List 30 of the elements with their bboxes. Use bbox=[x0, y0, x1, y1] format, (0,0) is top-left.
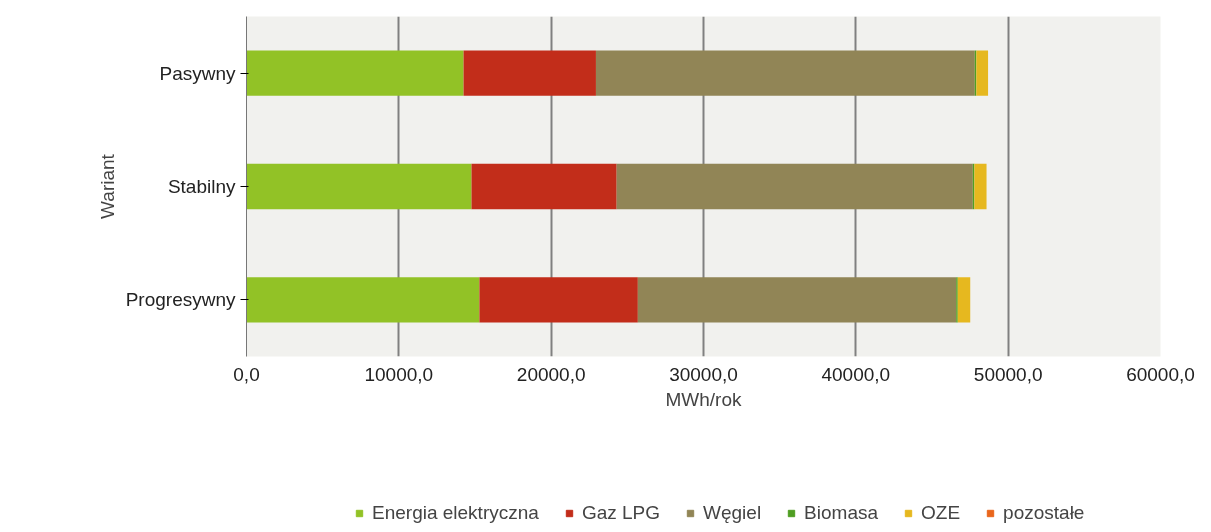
bar bbox=[616, 163, 973, 210]
bar bbox=[957, 277, 971, 323]
bar bbox=[479, 277, 638, 323]
y-tick-label: Stabilny bbox=[167, 176, 236, 197]
bar bbox=[637, 277, 957, 323]
y-tick-label: Progresywny bbox=[125, 289, 236, 311]
x-tick-label: 40000,0 bbox=[821, 363, 891, 385]
bar bbox=[463, 50, 596, 96]
bar bbox=[471, 163, 617, 210]
x-tick-label: 10000,0 bbox=[364, 363, 434, 385]
legend-label: Energia elektryczna bbox=[372, 502, 539, 524]
y-tick-label: Pasywny bbox=[159, 62, 236, 84]
bar bbox=[976, 50, 989, 96]
legend-label: OZE bbox=[921, 502, 961, 524]
legend-label: Węgiel bbox=[703, 502, 762, 524]
y-axis-title: Wariant bbox=[96, 153, 118, 219]
x-tick-label: 20000,0 bbox=[516, 363, 586, 385]
legend-label: Gaz LPG bbox=[581, 502, 661, 524]
legend-label: Biomasa bbox=[804, 502, 879, 524]
bar bbox=[595, 50, 975, 96]
x-tick-label: 60000,0 bbox=[1126, 363, 1195, 385]
bar bbox=[974, 163, 987, 210]
legend-label: pozostałe bbox=[1003, 502, 1085, 524]
bar bbox=[246, 163, 472, 210]
x-tick-label: 30000,0 bbox=[669, 363, 738, 385]
bar bbox=[246, 277, 480, 323]
x-tick-label: 50000,0 bbox=[973, 363, 1043, 385]
x-tick-label: 0,0 bbox=[233, 363, 260, 385]
x-axis-title: MWh/rok bbox=[665, 388, 742, 410]
bar bbox=[246, 50, 464, 96]
